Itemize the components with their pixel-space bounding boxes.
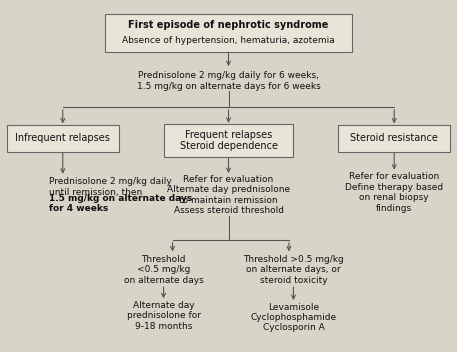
- Text: Absence of hypertension, hematuria, azotemia: Absence of hypertension, hematuria, azot…: [122, 36, 335, 45]
- Text: Levamisole
Cyclophosphamide
Cyclosporin A: Levamisole Cyclophosphamide Cyclosporin …: [250, 302, 336, 332]
- Text: Refer for evaluation
Alternate day prednisolone
to maintain remission
Assess ste: Refer for evaluation Alternate day predn…: [167, 175, 290, 215]
- Text: Threshold
<0.5 mg/kg
on alternate days: Threshold <0.5 mg/kg on alternate days: [124, 255, 203, 285]
- FancyBboxPatch shape: [105, 14, 352, 52]
- Text: Steroid resistance: Steroid resistance: [350, 133, 438, 143]
- Text: Alternate day
prednisolone for
9-18 months: Alternate day prednisolone for 9-18 mont…: [127, 301, 201, 331]
- FancyBboxPatch shape: [7, 125, 119, 151]
- Text: Prednisolone 2 mg/kg daily for 6 weeks,
1.5 mg/kg on alternate days for 6 weeks: Prednisolone 2 mg/kg daily for 6 weeks, …: [137, 71, 320, 91]
- FancyBboxPatch shape: [338, 125, 450, 151]
- Text: Refer for evaluation
Define therapy based
on renal biopsy
findings: Refer for evaluation Define therapy base…: [345, 172, 443, 213]
- Text: First episode of nephrotic syndrome: First episode of nephrotic syndrome: [128, 20, 329, 30]
- Text: Frequent relapses
Steroid dependence: Frequent relapses Steroid dependence: [180, 130, 277, 151]
- FancyBboxPatch shape: [164, 124, 293, 157]
- Text: Infrequent relapses: Infrequent relapses: [16, 133, 110, 143]
- Text: Prednisolone 2 mg/kg daily
until remission, then: Prednisolone 2 mg/kg daily until remissi…: [49, 177, 172, 197]
- Text: Threshold >0.5 mg/kg
on alternate days, or
steroid toxicity: Threshold >0.5 mg/kg on alternate days, …: [243, 255, 344, 285]
- Text: 1.5 mg/kg on alternate days
for 4 weeks: 1.5 mg/kg on alternate days for 4 weeks: [49, 194, 192, 213]
